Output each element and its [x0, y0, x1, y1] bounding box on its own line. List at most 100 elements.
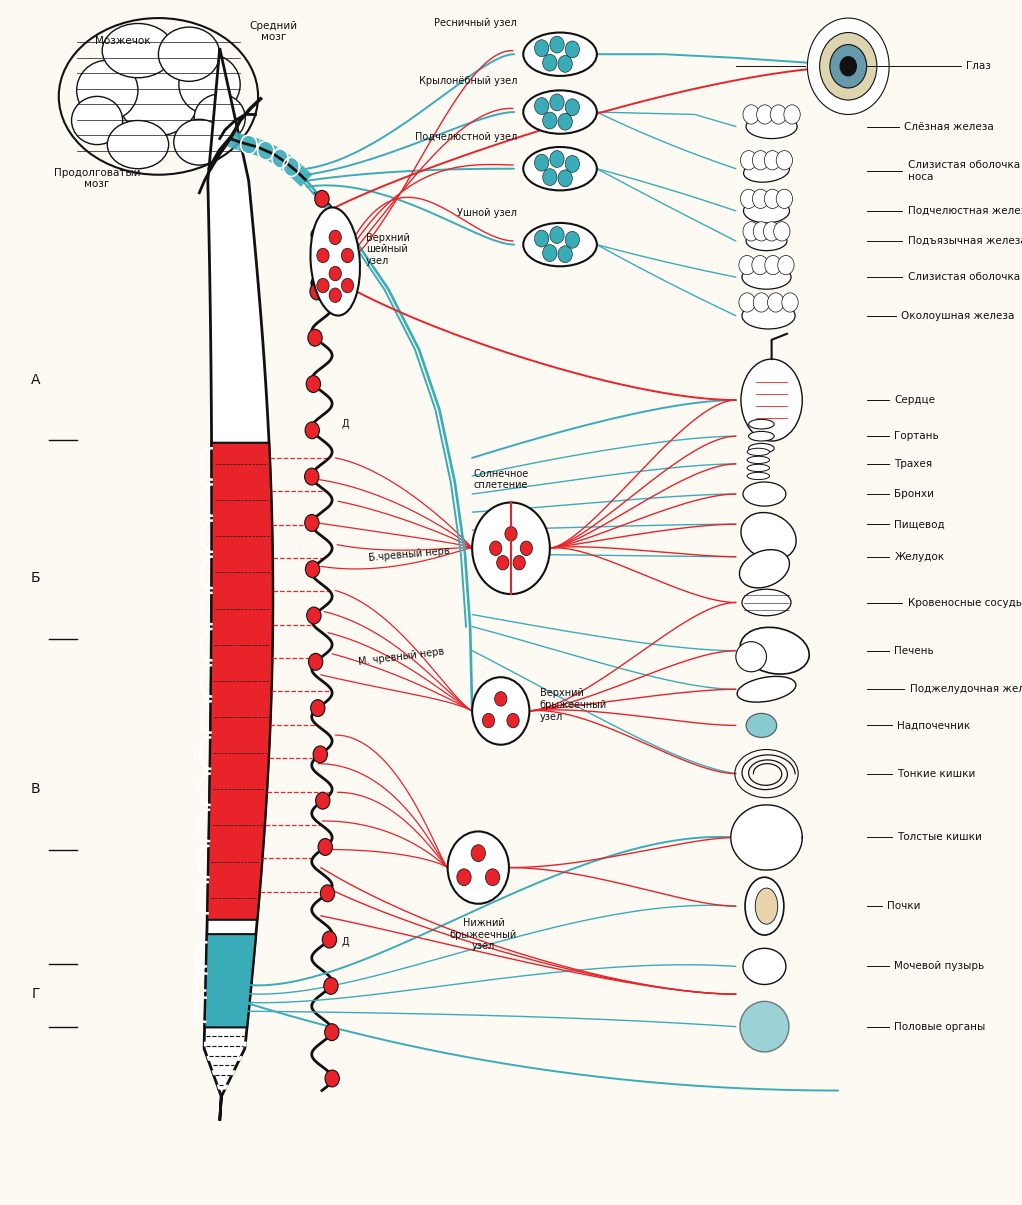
Circle shape: [565, 155, 579, 172]
Text: Трахея: Трахея: [894, 459, 932, 469]
Ellipse shape: [744, 199, 790, 223]
Text: Подчелюстной узел: Подчелюстной узел: [415, 133, 517, 142]
Ellipse shape: [158, 27, 220, 81]
Ellipse shape: [102, 23, 174, 77]
Circle shape: [840, 57, 856, 76]
Circle shape: [305, 515, 319, 531]
Text: Солнечное
сплетение: Солнечное сплетение: [473, 469, 528, 490]
Text: Бронхи: Бронхи: [894, 489, 934, 499]
Circle shape: [558, 55, 572, 72]
Ellipse shape: [736, 641, 766, 672]
Text: Средний
мозг: Средний мозг: [249, 20, 298, 42]
Circle shape: [309, 653, 323, 670]
Ellipse shape: [118, 57, 199, 135]
Ellipse shape: [746, 114, 797, 139]
Text: Подъязычная железа: Подъязычная железа: [908, 236, 1022, 246]
Circle shape: [341, 248, 354, 263]
Ellipse shape: [740, 628, 809, 674]
Text: Половые органы: Половые органы: [894, 1022, 985, 1031]
Circle shape: [320, 884, 334, 901]
Ellipse shape: [747, 457, 770, 464]
Circle shape: [565, 41, 579, 58]
Text: М. чревный нерв: М. чревный нерв: [358, 647, 445, 666]
Ellipse shape: [174, 119, 225, 165]
Circle shape: [329, 288, 341, 302]
Ellipse shape: [107, 120, 169, 169]
Text: Ресничный узел: Ресничный узел: [434, 18, 517, 28]
Circle shape: [740, 151, 757, 170]
Ellipse shape: [747, 448, 770, 455]
Ellipse shape: [737, 676, 796, 703]
Ellipse shape: [523, 33, 597, 76]
Text: Толстые кишки: Толстые кишки: [897, 833, 982, 842]
Text: Подчелюстная железа: Подчелюстная железа: [908, 206, 1022, 216]
Text: Околоушная железа: Околоушная железа: [901, 311, 1015, 321]
Circle shape: [305, 469, 319, 486]
Ellipse shape: [745, 877, 784, 935]
Circle shape: [322, 931, 336, 948]
Ellipse shape: [523, 223, 597, 266]
Circle shape: [472, 677, 529, 745]
Ellipse shape: [72, 96, 123, 145]
Circle shape: [482, 713, 495, 728]
Polygon shape: [204, 48, 273, 1121]
Text: Пищевод: Пищевод: [894, 519, 945, 529]
Circle shape: [472, 502, 550, 594]
Circle shape: [550, 151, 564, 167]
Text: Ушной узел: Ушной узел: [457, 208, 517, 218]
Circle shape: [771, 105, 787, 124]
Circle shape: [777, 151, 793, 170]
Ellipse shape: [743, 482, 786, 506]
Text: Желудок: Желудок: [894, 552, 944, 562]
Circle shape: [739, 293, 755, 312]
Ellipse shape: [747, 464, 770, 471]
Text: В: В: [31, 782, 41, 797]
Circle shape: [341, 278, 354, 293]
Ellipse shape: [77, 60, 138, 120]
Ellipse shape: [744, 160, 789, 182]
Polygon shape: [731, 805, 802, 870]
Circle shape: [739, 255, 755, 275]
Circle shape: [543, 245, 557, 261]
Circle shape: [520, 541, 532, 556]
Circle shape: [743, 222, 759, 241]
Circle shape: [307, 376, 321, 393]
Ellipse shape: [194, 94, 245, 142]
Text: Глаз: Глаз: [966, 61, 990, 71]
Circle shape: [317, 248, 329, 263]
Ellipse shape: [311, 207, 360, 316]
Circle shape: [325, 1024, 339, 1041]
Text: Д: Д: [341, 419, 350, 429]
Circle shape: [471, 845, 485, 862]
Text: Слизистая оболочка
носа: Слизистая оболочка носа: [908, 160, 1020, 182]
Circle shape: [558, 170, 572, 187]
Polygon shape: [204, 934, 256, 1028]
Circle shape: [490, 541, 502, 556]
Circle shape: [550, 36, 564, 53]
Circle shape: [513, 556, 525, 570]
Ellipse shape: [747, 472, 770, 480]
Text: А: А: [31, 372, 41, 387]
Circle shape: [752, 255, 769, 275]
Ellipse shape: [741, 512, 796, 560]
Circle shape: [307, 607, 321, 624]
Circle shape: [325, 1070, 339, 1087]
Circle shape: [820, 33, 877, 100]
Circle shape: [778, 255, 794, 275]
Circle shape: [807, 18, 889, 114]
Circle shape: [315, 190, 329, 207]
Circle shape: [505, 527, 517, 541]
Circle shape: [535, 98, 549, 114]
Ellipse shape: [179, 54, 240, 114]
Circle shape: [753, 222, 770, 241]
Ellipse shape: [746, 231, 787, 251]
Ellipse shape: [742, 265, 791, 289]
Circle shape: [753, 293, 770, 312]
Circle shape: [324, 977, 338, 994]
Ellipse shape: [748, 419, 775, 429]
Circle shape: [313, 236, 327, 253]
Text: Слизистая оболочка рта: Слизистая оболочка рта: [908, 272, 1022, 282]
Ellipse shape: [741, 359, 802, 441]
Circle shape: [752, 151, 769, 170]
Ellipse shape: [740, 1001, 789, 1052]
